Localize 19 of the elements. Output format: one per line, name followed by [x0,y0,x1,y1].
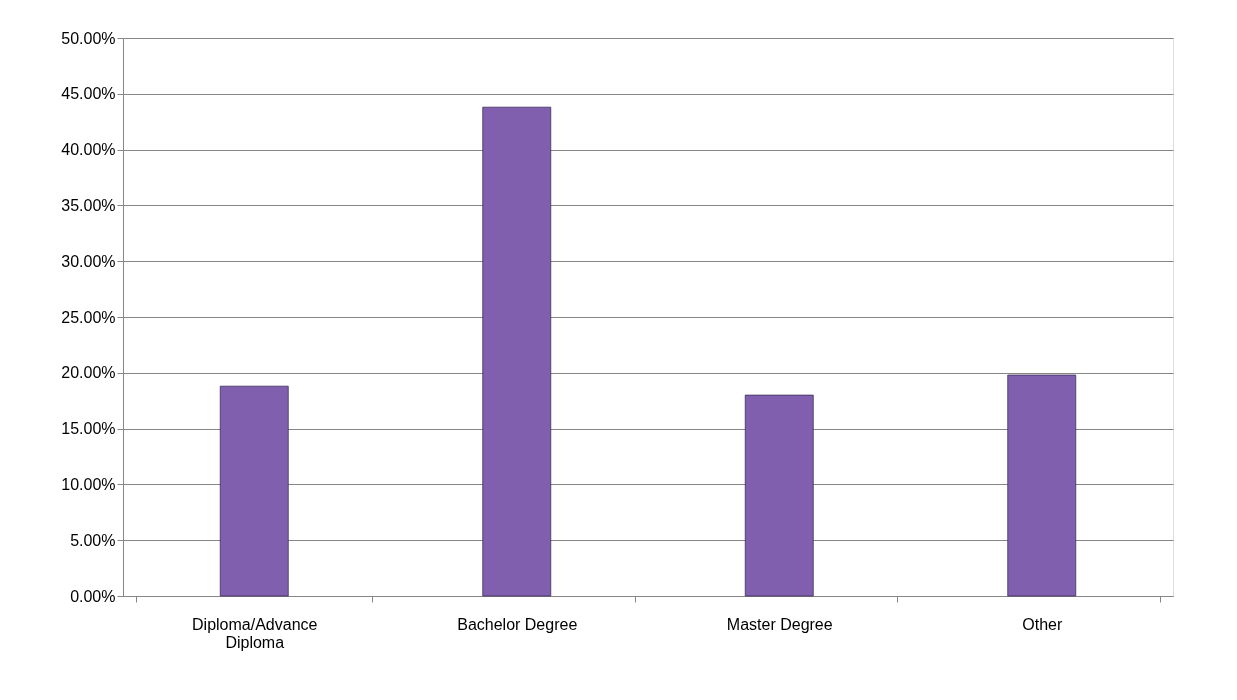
y-tick-label: 50.00% [61,29,116,47]
x-tick-label: Master Degree [726,615,833,633]
y-tick-label: 0.00% [70,587,116,605]
bar [1007,374,1077,597]
y-tick-label: 40.00% [61,141,116,159]
x-tick-label: Diploma/Advance Diploma [192,615,318,651]
y-tick-label: 10.00% [61,475,116,493]
bar [482,106,552,597]
x-tick-label: Other [1022,615,1063,633]
bar [744,394,814,597]
y-tick-label: 20.00% [61,364,116,382]
y-tick-label: 5.00% [70,531,116,549]
y-tick-label: 35.00% [61,196,116,214]
y-tick-label: 45.00% [61,85,116,103]
bar [219,385,289,597]
x-tick-label: Bachelor Degree [457,615,578,633]
y-tick-label: 30.00% [61,252,116,270]
y-tick-label: 15.00% [61,420,116,438]
y-tick-label: 25.00% [61,308,116,326]
